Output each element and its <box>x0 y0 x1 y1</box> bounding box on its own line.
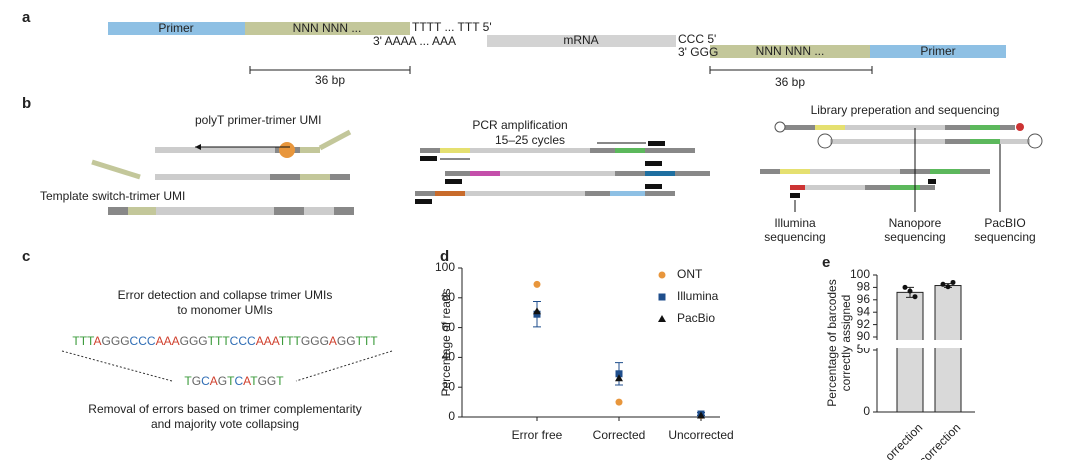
y-tick-label: 98 <box>857 280 871 294</box>
legend-marker <box>658 271 666 279</box>
primer-bar <box>870 45 1006 58</box>
legend-label: ONT <box>677 267 703 281</box>
label: mRNA <box>563 33 598 47</box>
label: sequencing <box>764 230 825 244</box>
panel-letter: d <box>440 248 449 265</box>
panel-letter: e <box>822 254 830 271</box>
label: sequencing <box>884 230 945 244</box>
label: Removal of errors based on trimer comple… <box>88 402 361 416</box>
label: Nanopore <box>889 216 942 230</box>
point <box>902 284 908 290</box>
axis-break <box>860 340 980 348</box>
legend-marker <box>658 293 666 301</box>
x-tick-label: Corrected <box>593 428 646 442</box>
bar <box>934 285 962 413</box>
x-tick-label: Error free <box>512 428 563 442</box>
y-axis-label: correctly assigned <box>839 295 853 392</box>
legend-label: Illumina <box>677 289 719 303</box>
panel-letter: b <box>22 95 31 112</box>
label: 36 bp <box>775 75 805 89</box>
label: polyT primer-trimer UMI <box>195 113 321 127</box>
umi-bar <box>710 45 870 58</box>
monomer-sequence: TGCAGTCATGGT <box>184 374 284 388</box>
y-tick-label: 0 <box>448 409 455 423</box>
mrna-bar <box>487 35 676 47</box>
label: NNN NNN ... <box>293 21 362 35</box>
label: PacBIO <box>984 216 1025 230</box>
point <box>697 411 705 419</box>
label: Template switch-trimer UMI <box>40 189 185 203</box>
x-tick-label: correction <box>916 420 963 460</box>
label: Error detection and collapse trimer UMIs <box>118 288 333 302</box>
pcr-diagram <box>415 141 710 204</box>
umi-bar <box>245 22 410 35</box>
label: sequencing <box>974 230 1035 244</box>
y-tick-label: 96 <box>857 292 871 306</box>
x-tick-label: Uncorrected <box>668 428 733 442</box>
label: Illumina <box>774 216 816 230</box>
bar <box>896 291 924 413</box>
y-tick-label: 80 <box>442 290 456 304</box>
y-tick-label: 92 <box>857 317 871 331</box>
y-tick-label: 90 <box>857 329 871 343</box>
y-tick-label: 20 <box>442 379 456 393</box>
label: 3' AAAA ... AAA <box>373 34 456 48</box>
label: to monomer UMIs <box>177 303 272 317</box>
y-tick-label: 94 <box>857 304 871 318</box>
y-tick-label: 100 <box>850 267 870 281</box>
label: Primer <box>158 21 193 35</box>
library-diagram <box>760 121 1043 212</box>
primer-bar <box>108 22 245 35</box>
label: Library preperation and sequencing <box>811 103 1000 117</box>
y-tick-label: 0 <box>863 404 870 418</box>
point <box>615 374 623 382</box>
label: 36 bp <box>315 73 345 87</box>
label: PCR amplification <box>472 118 567 132</box>
legend-label: PacBio <box>677 311 715 325</box>
label: TTTT ... TTT 5' <box>412 20 492 34</box>
panel-letter: c <box>22 248 30 265</box>
point <box>950 279 956 285</box>
label: 3' GGG <box>678 45 718 59</box>
label: NNN NNN ... <box>756 44 825 58</box>
point <box>533 280 541 288</box>
point <box>615 398 623 406</box>
point <box>615 370 623 378</box>
y-axis-label: Percentage of reads <box>439 288 453 396</box>
point <box>945 284 951 290</box>
legend-marker <box>658 315 666 322</box>
label: CCC 5' <box>678 32 716 46</box>
y-tick-label: 100 <box>435 260 455 274</box>
y-tick-label: 60 <box>442 320 456 334</box>
label: Primer <box>920 44 955 58</box>
connector <box>61 350 393 382</box>
label: and majority vote collapsing <box>151 417 299 431</box>
y-axis-label: Percentage of barcodes <box>825 279 839 406</box>
point <box>907 288 913 294</box>
panel-letter: a <box>22 9 31 26</box>
scale-bar <box>249 66 873 74</box>
label: 15–25 cycles <box>495 133 565 147</box>
point <box>912 294 918 300</box>
point <box>533 307 541 315</box>
point <box>940 281 946 287</box>
trimer-sequence: TTTAGGGCCCAAAGGGTTTCCCAAATTTGGGAGGTTT <box>72 334 378 348</box>
polyt-diagram <box>91 129 354 215</box>
y-tick-label: 40 <box>442 350 456 364</box>
